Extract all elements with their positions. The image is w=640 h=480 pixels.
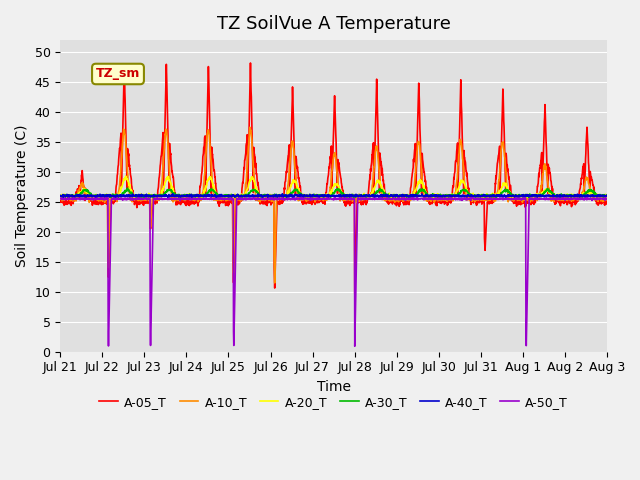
A-30_T xyxy=(220,193,227,199)
A-05_T xyxy=(524,200,531,206)
A-30_T xyxy=(56,193,64,199)
A-20_T xyxy=(228,192,236,198)
A-20_T xyxy=(122,173,129,179)
A-40_T xyxy=(598,193,606,199)
A-05_T xyxy=(56,198,64,204)
A-20_T xyxy=(359,196,367,202)
A-10_T xyxy=(342,195,350,201)
Text: TZ_sm: TZ_sm xyxy=(96,68,140,81)
A-40_T xyxy=(236,194,243,200)
Line: A-20_T: A-20_T xyxy=(60,176,607,199)
A-30_T xyxy=(236,193,243,199)
A-05_T xyxy=(236,198,243,204)
A-30_T xyxy=(342,192,350,198)
Line: A-50_T: A-50_T xyxy=(60,197,607,346)
A-50_T xyxy=(219,196,227,202)
A-30_T xyxy=(141,195,149,201)
A-30_T xyxy=(598,194,606,200)
A-10_T xyxy=(219,196,227,202)
A-30_T xyxy=(228,192,236,198)
A-40_T xyxy=(56,193,64,199)
A-50_T xyxy=(56,195,64,201)
A-05_T xyxy=(246,60,254,66)
A-20_T xyxy=(598,193,606,199)
A-05_T xyxy=(342,202,350,207)
A-05_T xyxy=(603,199,611,205)
A-10_T xyxy=(271,280,278,286)
A-10_T xyxy=(598,197,606,203)
A-40_T xyxy=(342,192,350,198)
A-05_T xyxy=(228,201,236,206)
A-50_T xyxy=(351,343,358,349)
A-50_T xyxy=(298,194,305,200)
A-50_T xyxy=(603,196,611,202)
A-20_T xyxy=(220,194,227,200)
A-10_T xyxy=(603,196,611,202)
A-10_T xyxy=(228,195,236,201)
A-30_T xyxy=(603,192,611,198)
A-40_T xyxy=(603,193,611,199)
Legend: A-05_T, A-10_T, A-20_T, A-30_T, A-40_T, A-50_T: A-05_T, A-10_T, A-20_T, A-30_T, A-40_T, … xyxy=(94,391,573,414)
A-40_T xyxy=(278,191,286,197)
X-axis label: Time: Time xyxy=(317,380,351,394)
A-10_T xyxy=(524,196,531,202)
Line: A-30_T: A-30_T xyxy=(60,188,607,198)
Line: A-10_T: A-10_T xyxy=(60,127,607,283)
A-05_T xyxy=(219,200,227,205)
A-50_T xyxy=(598,195,606,201)
A-05_T xyxy=(351,290,358,296)
A-50_T xyxy=(236,195,243,201)
A-40_T xyxy=(264,195,272,201)
A-40_T xyxy=(219,192,227,198)
Title: TZ SoilVue A Temperature: TZ SoilVue A Temperature xyxy=(216,15,451,33)
A-30_T xyxy=(124,185,131,191)
A-20_T xyxy=(236,193,243,199)
A-50_T xyxy=(228,196,236,202)
A-20_T xyxy=(603,195,611,201)
A-30_T xyxy=(524,192,531,198)
Line: A-40_T: A-40_T xyxy=(60,194,607,198)
A-20_T xyxy=(342,193,350,199)
A-20_T xyxy=(56,194,64,200)
A-20_T xyxy=(524,193,531,199)
A-40_T xyxy=(228,193,236,199)
A-40_T xyxy=(524,192,531,197)
Line: A-05_T: A-05_T xyxy=(60,63,607,293)
Y-axis label: Soil Temperature (C): Soil Temperature (C) xyxy=(15,125,29,267)
A-50_T xyxy=(342,196,350,202)
A-05_T xyxy=(598,196,606,202)
A-10_T xyxy=(56,196,64,202)
A-10_T xyxy=(246,124,253,130)
A-10_T xyxy=(236,197,243,203)
A-50_T xyxy=(524,284,531,289)
